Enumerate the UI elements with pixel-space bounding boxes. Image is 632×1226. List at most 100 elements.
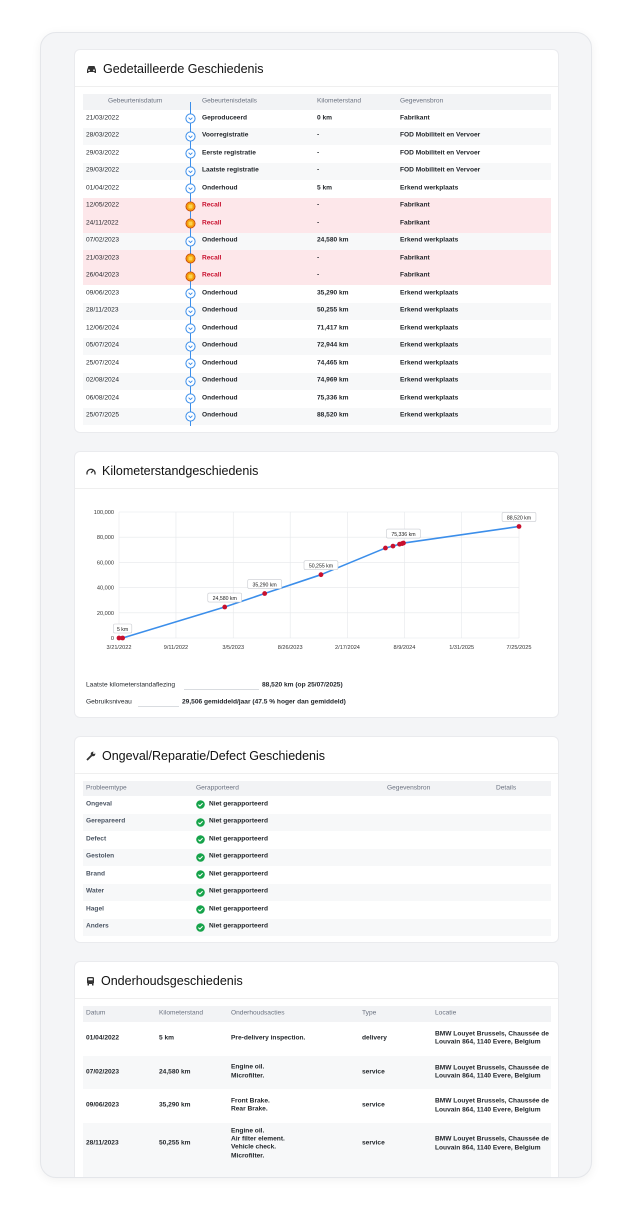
table-row [83, 180, 551, 198]
event-details: Geproduceerd [202, 114, 248, 122]
icon-circle [185, 393, 196, 404]
source: Erkend werkplaats [400, 236, 459, 244]
check-icon [196, 905, 205, 915]
check-icon [196, 887, 205, 897]
source: Erkend werkplaats [400, 184, 459, 192]
data-point [120, 635, 126, 641]
icon-glyph [198, 890, 203, 895]
icon-circle [185, 306, 196, 317]
table-row [83, 267, 551, 285]
check-icon [196, 835, 205, 845]
maintenance-mileage: 35,290 km [159, 1101, 191, 1109]
stat-leader [184, 689, 259, 690]
mileage: - [317, 254, 320, 262]
mileage: 72,944 km [317, 341, 349, 349]
data-point [383, 545, 388, 551]
icon-circle [196, 870, 205, 880]
recall-icon [185, 253, 196, 264]
icon-circle [185, 148, 196, 159]
recall-icon [185, 218, 196, 229]
event-date: 29/03/2022 [86, 149, 120, 157]
title-text: Ongeval/Reparatie/Defect Geschiedenis [102, 749, 326, 763]
table-row [83, 320, 551, 338]
divider [75, 86, 558, 87]
icon-glyph [188, 256, 193, 261]
icon-glyph [198, 855, 203, 860]
column-header: Onderhoudsacties [231, 1009, 285, 1017]
icon-glyph [188, 135, 193, 138]
stat-label: Gebruiksniveau [86, 698, 132, 706]
reported-status: Niet gerapporteerd [209, 800, 268, 808]
mileage-chart: 0 20,000 40,000 60,000 80,000 100,000 3/21/202… [94, 510, 537, 651]
event-icon [185, 411, 196, 422]
gauge-icon [86, 468, 96, 475]
mileage: - [317, 131, 320, 139]
event-details: Recall [202, 219, 222, 227]
data-label-box [501, 512, 537, 522]
icon-circle [196, 887, 205, 897]
icon-glyph [188, 362, 193, 366]
event-date: 28/11/2023 [86, 306, 119, 314]
table-row [83, 127, 551, 145]
check-icon [196, 870, 205, 880]
x-tick-label: 2/17/2024 [335, 645, 360, 651]
event-date: 26/04/2023 [86, 271, 120, 279]
event-icon [185, 113, 196, 124]
mileage: - [317, 201, 320, 209]
event-details: Recall [202, 271, 222, 279]
data-point [401, 540, 406, 546]
event-icon [185, 306, 196, 317]
icon-glyph [188, 117, 193, 121]
column-header: Locatie [435, 1009, 457, 1017]
source: Erkend werkplaats [400, 306, 459, 314]
table-row [83, 883, 551, 901]
maintenance-date: 28/11/2023 [86, 1139, 119, 1147]
icon-circle [196, 800, 205, 810]
icon-circle [185, 411, 196, 422]
data-label: 24,580 km [213, 596, 237, 602]
table-row [83, 1123, 551, 1166]
data-point [116, 635, 122, 641]
source: Fabrikant [400, 254, 430, 262]
timeline-line [189, 102, 192, 426]
event-icon [185, 358, 196, 369]
maintenance-date: 07/02/2023 [86, 1068, 120, 1076]
data-label-box [207, 592, 242, 603]
event-details: Recall [202, 201, 222, 209]
y-tick-label: 0 [111, 636, 114, 642]
event-date: 12/05/2022 [86, 201, 120, 209]
event-details: Laatste registratie [202, 166, 259, 174]
card-title: Ongeval/Reparatie/Defect Geschiedenis [86, 749, 325, 763]
table-row [83, 372, 551, 390]
data-label-box [386, 528, 421, 539]
icon-glyph [188, 292, 193, 296]
car-front-icon [87, 977, 94, 986]
event-date: 12/06/2024 [86, 324, 120, 332]
y-tick-label: 20,000 [97, 611, 114, 617]
event-icon [185, 341, 196, 352]
icon-glyph [188, 345, 193, 348]
data-label: 5 km [117, 627, 128, 633]
problem-type: Gerepareerd [86, 817, 126, 825]
x-tick-label: 1/31/2025 [449, 645, 474, 651]
maintenance-action: Front Brake. [231, 1097, 270, 1105]
data-label: 75,336 km [391, 532, 415, 538]
source: Erkend werkplaats [400, 359, 459, 367]
data-point [222, 604, 228, 610]
problem-type: Gestolen [86, 852, 115, 860]
table-header [83, 94, 551, 110]
maintenance-action: Engine oil. [231, 1064, 265, 1072]
event-icon [185, 323, 196, 334]
maintenance-date: 01/04/2022 [86, 1034, 120, 1042]
event-date: 07/02/2023 [86, 236, 120, 244]
icon-glyph [198, 803, 203, 808]
table-row [83, 215, 551, 233]
event-icon [185, 236, 196, 247]
table-row [83, 848, 551, 866]
table-row [83, 831, 551, 849]
column-header: Gegevensbron [387, 784, 431, 792]
data-label-box [247, 579, 282, 589]
icon-circle [185, 323, 196, 334]
divider [75, 488, 558, 489]
data-label: 50,255 km [309, 564, 333, 570]
